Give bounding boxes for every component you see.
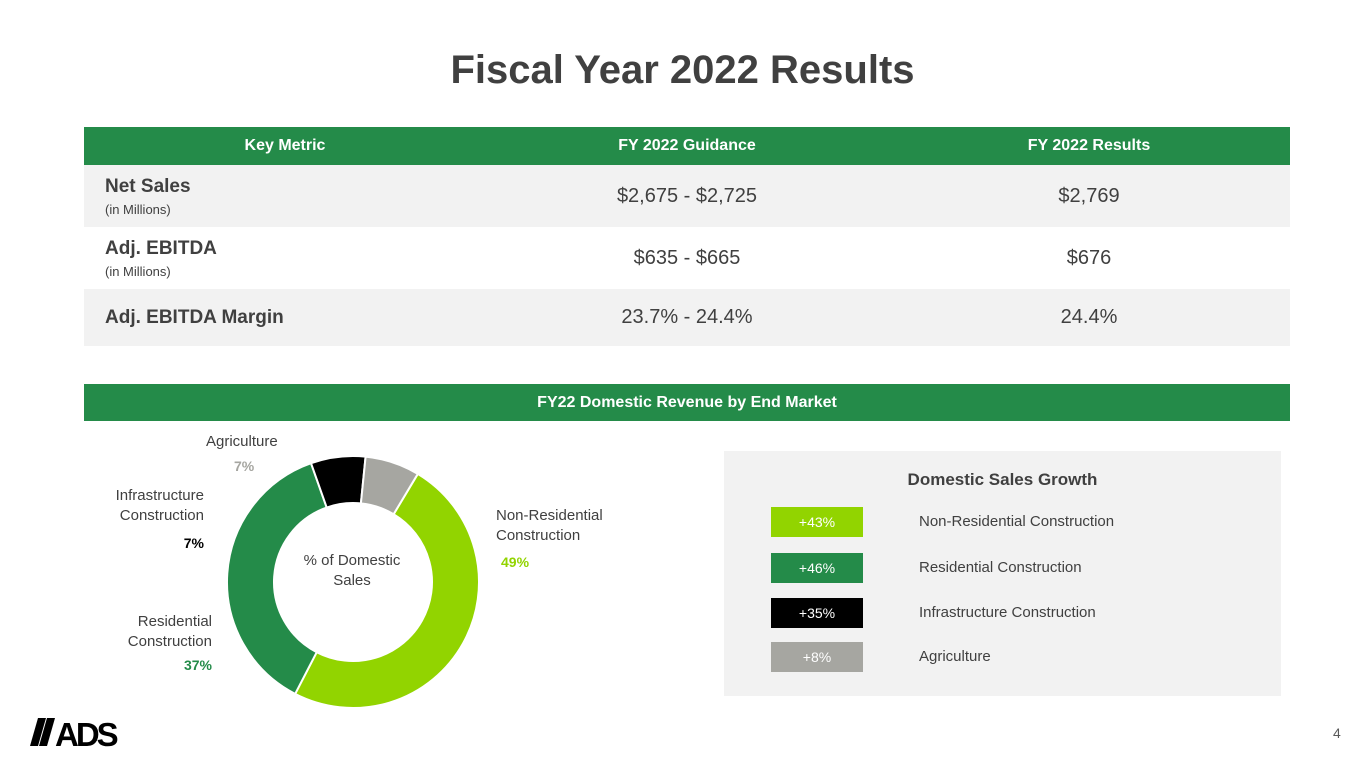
label-residential: Residential Construction bbox=[128, 612, 212, 652]
growth-row: +35% Infrastructure Construction bbox=[724, 598, 1281, 628]
metric-cell: Adj. EBITDA (in Millions) bbox=[84, 227, 486, 289]
donut-slice-residential-construction bbox=[226, 461, 328, 696]
growth-label: Infrastructure Construction bbox=[919, 604, 1096, 621]
label-line: Construction bbox=[496, 527, 581, 544]
metric-cell: Adj. EBITDA Margin bbox=[84, 289, 486, 346]
label-agriculture: Agriculture bbox=[206, 433, 278, 450]
growth-badge: +8% bbox=[771, 642, 863, 672]
metric-unit: (in Millions) bbox=[105, 263, 171, 279]
growth-row: +8% Agriculture bbox=[724, 642, 1281, 672]
growth-badge: +35% bbox=[771, 598, 863, 628]
header-guidance: FY 2022 Guidance bbox=[486, 127, 888, 165]
domestic-sales-growth-panel: Domestic Sales Growth +43% Non-Residenti… bbox=[724, 451, 1281, 696]
section-header-domestic-revenue: FY22 Domestic Revenue by End Market bbox=[84, 384, 1290, 421]
label-non-residential: Non-Residential Construction bbox=[496, 506, 603, 546]
label-line: Infrastructure bbox=[115, 487, 204, 504]
growth-badge: +46% bbox=[771, 553, 863, 583]
result-value: 24.4% bbox=[888, 289, 1290, 346]
growth-label: Agriculture bbox=[919, 648, 991, 665]
growth-title: Domestic Sales Growth bbox=[907, 470, 1098, 489]
label-infrastructure: Infrastructure Construction bbox=[116, 486, 204, 526]
label-line: Residential bbox=[137, 613, 212, 630]
metric-cell: Net Sales (in Millions) bbox=[84, 165, 486, 227]
pct-agriculture: 7% bbox=[234, 458, 255, 474]
guidance-value: $2,675 - $2,725 bbox=[486, 165, 888, 227]
header-key-metric: Key Metric bbox=[84, 127, 486, 165]
growth-label: Residential Construction bbox=[919, 559, 1082, 576]
growth-label: Non-Residential Construction bbox=[919, 513, 1115, 530]
table-row: Adj. EBITDA Margin 23.7% - 24.4% 24.4% bbox=[84, 289, 1290, 346]
label-line: Construction bbox=[119, 507, 204, 524]
growth-row: +43% Non-Residential Construction bbox=[724, 507, 1281, 537]
table-row: Net Sales (in Millions) $2,675 - $2,725 … bbox=[84, 165, 1290, 227]
table-row: Adj. EBITDA (in Millions) $635 - $665 $6… bbox=[84, 227, 1290, 289]
metric-name: Adj. EBITDA Margin bbox=[105, 306, 284, 328]
page-title: Fiscal Year 2022 Results bbox=[450, 48, 915, 92]
key-metrics-table: Key Metric FY 2022 Guidance FY 2022 Resu… bbox=[84, 127, 1290, 346]
page-number: 4 bbox=[1333, 725, 1341, 741]
growth-row: +46% Residential Construction bbox=[724, 553, 1281, 583]
guidance-value: 23.7% - 24.4% bbox=[486, 289, 888, 346]
label-line: Construction bbox=[127, 633, 212, 650]
label-line: Non-Residential bbox=[496, 507, 603, 524]
donut-slice-agriculture bbox=[359, 455, 420, 516]
result-value: $2,769 bbox=[888, 165, 1290, 227]
pct-non-residential: 49% bbox=[501, 554, 530, 570]
pct-infrastructure: 7% bbox=[183, 535, 204, 551]
logo-text: ADS bbox=[55, 716, 118, 748]
table-header-row: Key Metric FY 2022 Guidance FY 2022 Resu… bbox=[84, 127, 1290, 165]
donut-center-label: % of Domestic Sales bbox=[303, 552, 401, 589]
growth-badge: +43% bbox=[771, 507, 863, 537]
metric-unit: (in Millions) bbox=[105, 201, 171, 217]
guidance-value: $635 - $665 bbox=[486, 227, 888, 289]
pct-residential: 37% bbox=[183, 657, 212, 673]
metric-name: Net Sales bbox=[105, 175, 191, 197]
header-results: FY 2022 Results bbox=[888, 127, 1290, 165]
donut-chart bbox=[226, 455, 480, 709]
donut-slice-non-residential-construction bbox=[293, 472, 480, 709]
result-value: $676 bbox=[888, 227, 1290, 289]
metric-name: Adj. EBITDA bbox=[105, 237, 217, 259]
ads-logo-icon: ADS bbox=[30, 716, 120, 748]
